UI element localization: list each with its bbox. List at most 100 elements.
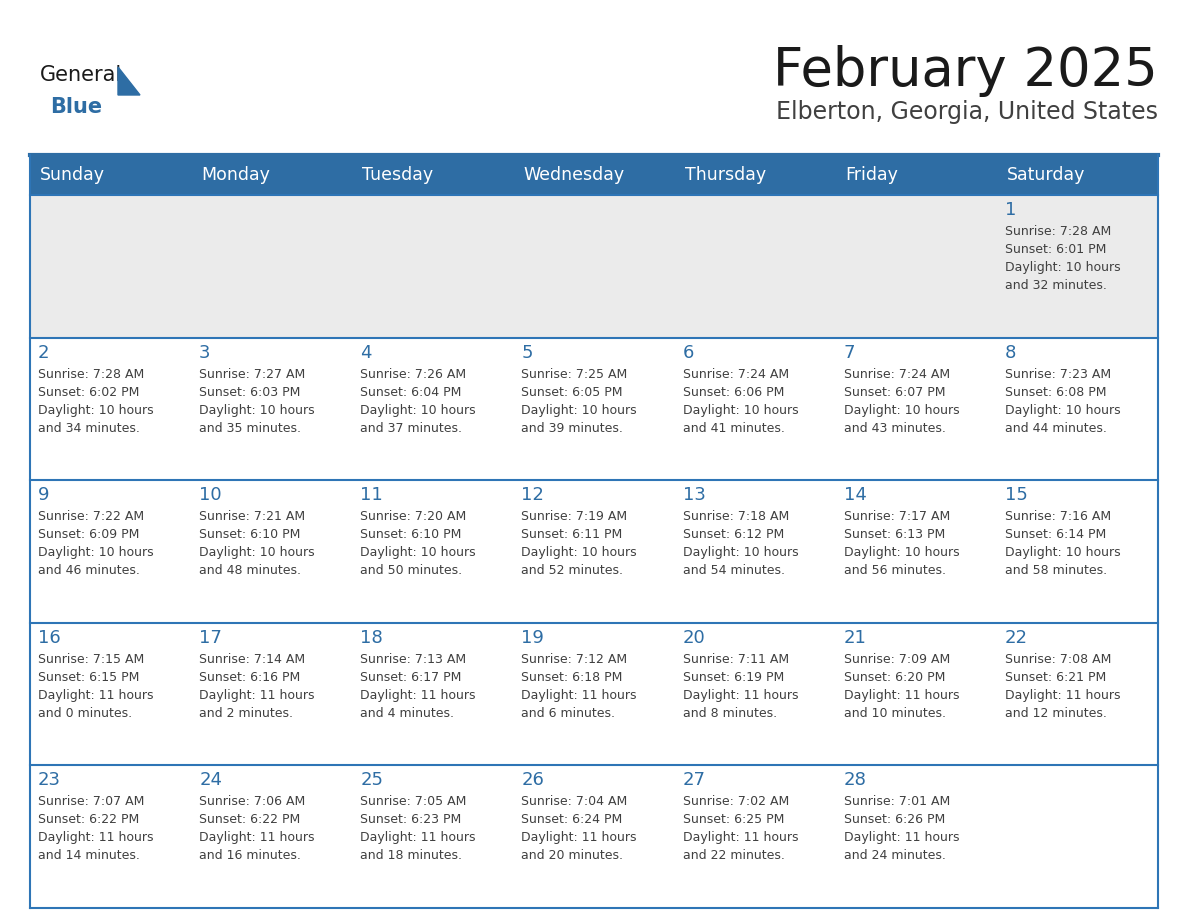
Text: Daylight: 11 hours: Daylight: 11 hours — [38, 688, 153, 701]
Bar — [997, 766, 1158, 908]
Text: Sunset: 6:13 PM: Sunset: 6:13 PM — [843, 528, 944, 542]
Text: 25: 25 — [360, 771, 384, 789]
Bar — [675, 622, 835, 766]
Bar — [191, 622, 353, 766]
Text: and 44 minutes.: and 44 minutes. — [1005, 421, 1107, 434]
Text: Daylight: 11 hours: Daylight: 11 hours — [360, 688, 475, 701]
Text: 7: 7 — [843, 343, 855, 362]
Text: and 46 minutes.: and 46 minutes. — [38, 565, 140, 577]
Bar — [30, 622, 191, 766]
Bar — [997, 338, 1158, 480]
Bar — [513, 480, 675, 622]
Text: Daylight: 10 hours: Daylight: 10 hours — [38, 546, 153, 559]
Polygon shape — [118, 67, 140, 95]
Text: Daylight: 10 hours: Daylight: 10 hours — [1005, 546, 1120, 559]
Bar — [30, 338, 191, 480]
Text: Sunset: 6:01 PM: Sunset: 6:01 PM — [1005, 243, 1106, 256]
Text: 13: 13 — [683, 487, 706, 504]
Text: Blue: Blue — [50, 97, 102, 117]
Bar — [30, 480, 191, 622]
Text: Daylight: 10 hours: Daylight: 10 hours — [200, 546, 315, 559]
Text: Sunrise: 7:14 AM: Sunrise: 7:14 AM — [200, 653, 305, 666]
Bar — [513, 195, 675, 338]
Text: and 39 minutes.: and 39 minutes. — [522, 421, 624, 434]
Text: Sunrise: 7:19 AM: Sunrise: 7:19 AM — [522, 510, 627, 523]
Text: Daylight: 11 hours: Daylight: 11 hours — [360, 832, 475, 845]
Bar — [835, 480, 997, 622]
Bar — [513, 766, 675, 908]
Text: Sunset: 6:22 PM: Sunset: 6:22 PM — [200, 813, 301, 826]
Text: Sunset: 6:11 PM: Sunset: 6:11 PM — [522, 528, 623, 542]
Text: Sunset: 6:22 PM: Sunset: 6:22 PM — [38, 813, 139, 826]
Text: Sunrise: 7:27 AM: Sunrise: 7:27 AM — [200, 367, 305, 381]
Text: Sunrise: 7:23 AM: Sunrise: 7:23 AM — [1005, 367, 1111, 381]
Text: and 4 minutes.: and 4 minutes. — [360, 707, 454, 720]
Text: 2: 2 — [38, 343, 50, 362]
Text: Sunrise: 7:22 AM: Sunrise: 7:22 AM — [38, 510, 144, 523]
Text: Sunrise: 7:17 AM: Sunrise: 7:17 AM — [843, 510, 950, 523]
Text: Sunrise: 7:15 AM: Sunrise: 7:15 AM — [38, 653, 144, 666]
Bar — [835, 622, 997, 766]
Text: 26: 26 — [522, 771, 544, 789]
Text: Sunset: 6:18 PM: Sunset: 6:18 PM — [522, 671, 623, 684]
Text: General: General — [40, 65, 122, 85]
Text: Sunset: 6:23 PM: Sunset: 6:23 PM — [360, 813, 461, 826]
Text: Sunset: 6:05 PM: Sunset: 6:05 PM — [522, 386, 623, 398]
Text: Daylight: 10 hours: Daylight: 10 hours — [522, 546, 637, 559]
Text: Sunday: Sunday — [40, 166, 105, 184]
Bar — [997, 195, 1158, 338]
Text: Daylight: 10 hours: Daylight: 10 hours — [843, 546, 960, 559]
Text: Daylight: 10 hours: Daylight: 10 hours — [360, 404, 476, 417]
Text: Daylight: 11 hours: Daylight: 11 hours — [843, 688, 959, 701]
Bar — [675, 766, 835, 908]
Bar — [353, 622, 513, 766]
Text: 6: 6 — [683, 343, 694, 362]
Text: Sunset: 6:03 PM: Sunset: 6:03 PM — [200, 386, 301, 398]
Text: Daylight: 11 hours: Daylight: 11 hours — [200, 688, 315, 701]
Text: Sunset: 6:10 PM: Sunset: 6:10 PM — [200, 528, 301, 542]
Text: Sunset: 6:25 PM: Sunset: 6:25 PM — [683, 813, 784, 826]
Text: and 58 minutes.: and 58 minutes. — [1005, 565, 1107, 577]
Bar — [191, 338, 353, 480]
Text: Sunrise: 7:09 AM: Sunrise: 7:09 AM — [843, 653, 950, 666]
Bar — [675, 338, 835, 480]
Text: and 2 minutes.: and 2 minutes. — [200, 707, 293, 720]
Text: Daylight: 11 hours: Daylight: 11 hours — [522, 832, 637, 845]
Text: Daylight: 10 hours: Daylight: 10 hours — [200, 404, 315, 417]
Bar — [353, 338, 513, 480]
Text: Thursday: Thursday — [684, 166, 766, 184]
Text: Sunset: 6:26 PM: Sunset: 6:26 PM — [843, 813, 944, 826]
Text: Sunrise: 7:08 AM: Sunrise: 7:08 AM — [1005, 653, 1111, 666]
Text: and 52 minutes.: and 52 minutes. — [522, 565, 624, 577]
Text: 27: 27 — [683, 771, 706, 789]
Text: Daylight: 11 hours: Daylight: 11 hours — [683, 688, 798, 701]
Text: Daylight: 11 hours: Daylight: 11 hours — [843, 832, 959, 845]
Text: Sunrise: 7:28 AM: Sunrise: 7:28 AM — [38, 367, 144, 381]
Text: and 0 minutes.: and 0 minutes. — [38, 707, 132, 720]
Text: and 56 minutes.: and 56 minutes. — [843, 565, 946, 577]
Bar — [835, 195, 997, 338]
Text: Sunset: 6:15 PM: Sunset: 6:15 PM — [38, 671, 139, 684]
Text: Sunrise: 7:04 AM: Sunrise: 7:04 AM — [522, 795, 627, 809]
Text: Sunset: 6:07 PM: Sunset: 6:07 PM — [843, 386, 946, 398]
Text: Sunset: 6:12 PM: Sunset: 6:12 PM — [683, 528, 784, 542]
Text: Elberton, Georgia, United States: Elberton, Georgia, United States — [776, 100, 1158, 124]
Bar — [835, 766, 997, 908]
Text: Sunset: 6:24 PM: Sunset: 6:24 PM — [522, 813, 623, 826]
Text: and 54 minutes.: and 54 minutes. — [683, 565, 784, 577]
Text: Sunrise: 7:05 AM: Sunrise: 7:05 AM — [360, 795, 467, 809]
Text: and 18 minutes.: and 18 minutes. — [360, 849, 462, 862]
Text: Daylight: 11 hours: Daylight: 11 hours — [200, 832, 315, 845]
Text: Daylight: 10 hours: Daylight: 10 hours — [1005, 404, 1120, 417]
Text: 28: 28 — [843, 771, 866, 789]
Bar — [513, 622, 675, 766]
Text: 24: 24 — [200, 771, 222, 789]
Bar — [835, 338, 997, 480]
Text: Daylight: 11 hours: Daylight: 11 hours — [38, 832, 153, 845]
Text: 12: 12 — [522, 487, 544, 504]
Text: Friday: Friday — [846, 166, 898, 184]
Text: Sunrise: 7:06 AM: Sunrise: 7:06 AM — [200, 795, 305, 809]
Text: and 14 minutes.: and 14 minutes. — [38, 849, 140, 862]
Text: Daylight: 10 hours: Daylight: 10 hours — [38, 404, 153, 417]
Text: Daylight: 11 hours: Daylight: 11 hours — [522, 688, 637, 701]
